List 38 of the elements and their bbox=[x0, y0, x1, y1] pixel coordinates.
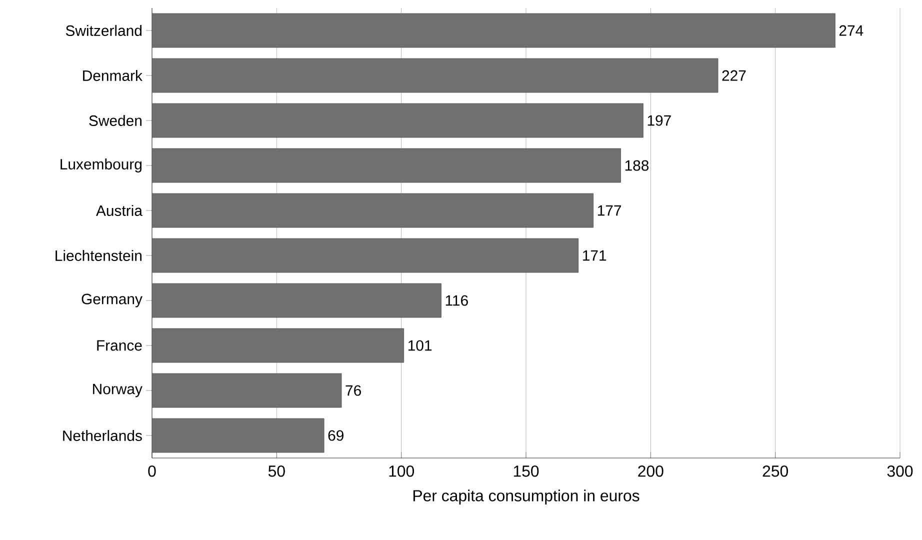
bar bbox=[152, 103, 644, 138]
data-label: 171 bbox=[583, 250, 606, 261]
x-tick-label: 0 bbox=[148, 466, 156, 477]
data-label: 274 bbox=[839, 25, 864, 36]
bar bbox=[152, 193, 594, 228]
y-tick-label: Denmark bbox=[83, 70, 142, 81]
data-label: 177 bbox=[598, 205, 622, 216]
y-tick-label: Switzerland bbox=[66, 25, 142, 36]
y-tick-label: Netherlands bbox=[63, 430, 142, 441]
y-tick-label: Germany bbox=[82, 294, 142, 308]
data-label: 76 bbox=[346, 385, 361, 396]
bar bbox=[152, 328, 404, 363]
y-tick-label: Luxembourg bbox=[60, 158, 142, 172]
bar bbox=[152, 373, 342, 408]
x-tick-label: 300 bbox=[887, 466, 913, 477]
x-tick-label: 50 bbox=[268, 466, 285, 477]
y-tick-label: Liechtenstein bbox=[56, 250, 142, 261]
x-tick-label: 100 bbox=[389, 466, 414, 477]
data-label: 197 bbox=[648, 115, 671, 126]
bar bbox=[152, 58, 718, 93]
y-tick-label: Sweden bbox=[89, 115, 142, 126]
bar bbox=[152, 148, 621, 183]
bar bbox=[152, 418, 324, 453]
y-tick-label: Austria bbox=[96, 205, 142, 216]
data-label: 69 bbox=[328, 430, 344, 441]
x-axis-title: Per capita consumption in euros bbox=[413, 490, 640, 505]
data-label: 227 bbox=[722, 70, 746, 81]
data-label: 188 bbox=[625, 160, 649, 171]
bar bbox=[152, 238, 579, 273]
bar bbox=[152, 283, 442, 318]
y-tick-label: Norway bbox=[93, 384, 142, 398]
data-label: 116 bbox=[446, 295, 468, 306]
x-tick-label: 250 bbox=[762, 466, 788, 477]
data-label: 101 bbox=[408, 340, 432, 351]
y-tick-label: France bbox=[97, 340, 142, 351]
bar bbox=[152, 13, 836, 48]
x-tick-label: 200 bbox=[638, 466, 664, 477]
x-tick-label: 150 bbox=[514, 466, 539, 477]
